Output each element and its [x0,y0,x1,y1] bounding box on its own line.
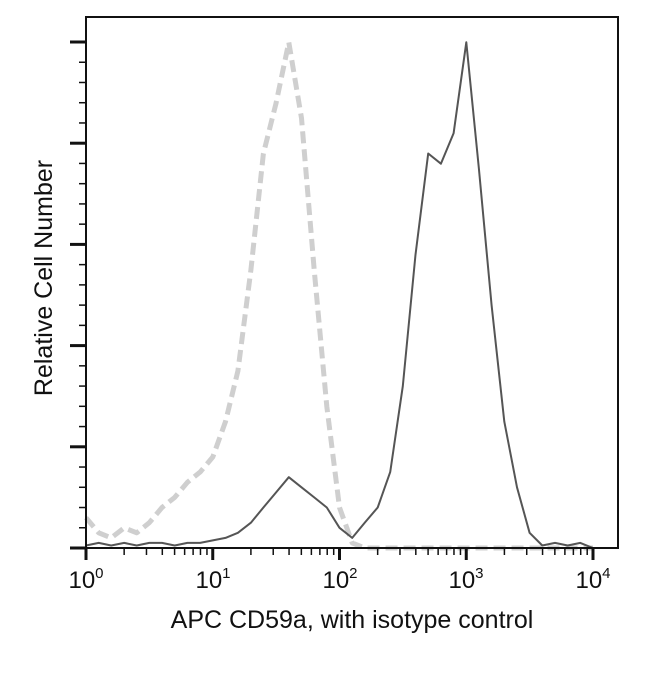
x-tick-label: 103 [448,565,483,594]
x-tick-label: 101 [195,565,230,594]
x-tick-labels: 100 101 102 103 104 [68,565,610,594]
x-axis-title: APC CD59a, with isotype control [171,606,534,634]
cd59a-series [85,41,594,549]
x-tick-label: 102 [322,565,357,594]
x-tick-label: 104 [575,565,610,594]
y-axis-title: Relative Cell Number [30,160,58,396]
ticks-layer [70,40,595,560]
x-tick-label: 100 [68,565,103,594]
series-layer [84,39,594,551]
isotype-control-series [84,39,593,551]
plot-frame [85,16,619,549]
